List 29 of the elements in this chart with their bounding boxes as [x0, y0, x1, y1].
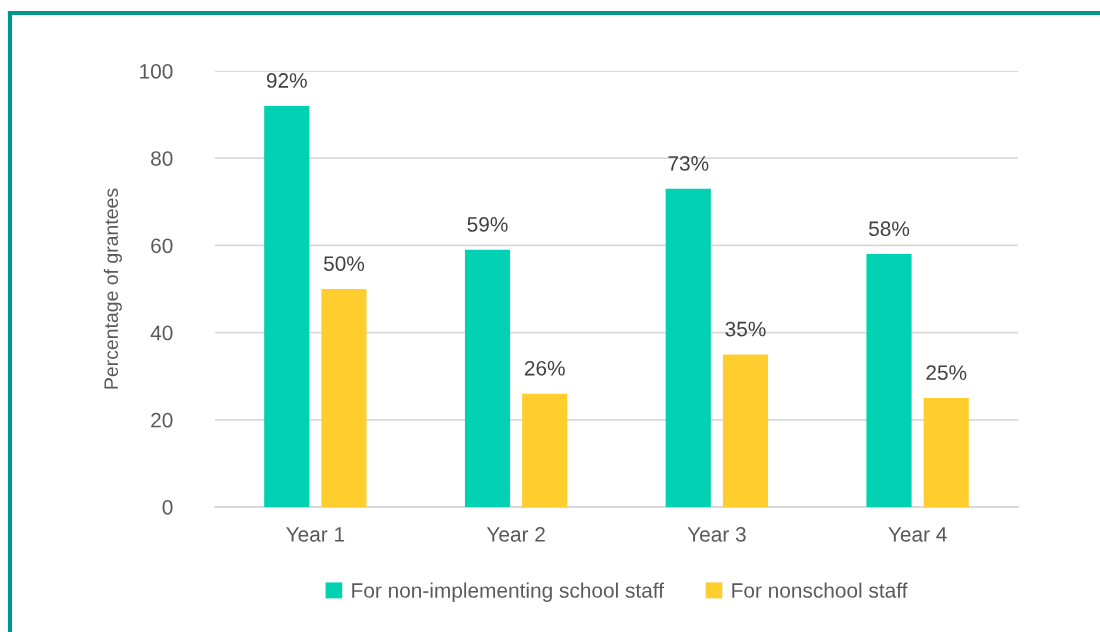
y-tick-label: 0 [162, 500, 173, 515]
data-label: 59% [467, 217, 508, 232]
y-tick-label: 40 [150, 325, 173, 341]
y-tick-label: 60 [151, 238, 173, 254]
legend-label: For nonschool staff [732, 582, 908, 598]
data-label: 92% [266, 73, 307, 88]
bar [866, 254, 912, 507]
data-label: 35% [725, 321, 766, 337]
y-axis-title: Percentage of grantees [103, 188, 122, 389]
x-tick-label: Year 1 [286, 527, 345, 542]
bar [321, 289, 367, 507]
bar [665, 188, 711, 507]
y-tick-label: 100 [140, 64, 173, 79]
bar [264, 105, 310, 507]
y-tick-label: 20 [151, 412, 173, 428]
data-label: 50% [323, 256, 365, 271]
data-label: 26% [524, 360, 565, 376]
x-tick-label: Year 4 [888, 527, 947, 542]
bar [722, 354, 769, 507]
legend-label: For non-implementing school staff [352, 582, 665, 602]
data-label: 73% [668, 155, 709, 171]
x-tick-label: Year 3 [687, 526, 746, 542]
data-label: 58% [869, 221, 910, 237]
y-tick-label: 80 [151, 151, 173, 166]
bar [522, 393, 568, 507]
bar [464, 249, 511, 507]
bar [923, 398, 969, 507]
x-tick-label: Year 2 [486, 526, 545, 542]
data-label: 25% [926, 365, 967, 380]
